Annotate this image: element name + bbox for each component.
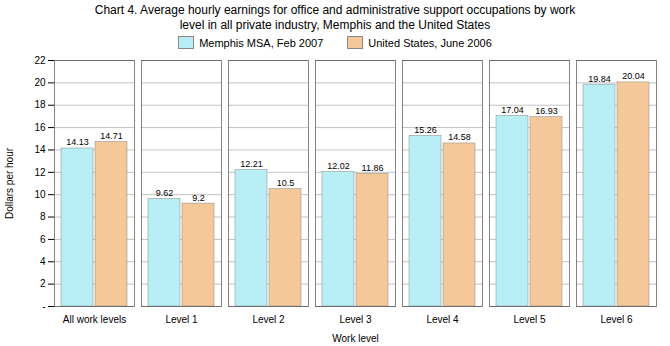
svg-text:Work level: Work level (332, 333, 379, 344)
html-text:Memphis MSA, Feb 2007: Memphis MSA, Feb 2007 (199, 36, 324, 49)
svg-text:9.2: 9.2 (192, 193, 205, 203)
svg-text:Level 6: Level 6 (600, 314, 633, 325)
svg-text:Level 5: Level 5 (513, 314, 546, 325)
svg-text:20.04: 20.04 (622, 71, 645, 81)
svg-text:14.71: 14.71 (100, 131, 123, 141)
svg-text:2: 2 (40, 278, 46, 289)
html-text:United States, June 2006: United States, June 2006 (368, 36, 492, 49)
svg-text:14.58: 14.58 (448, 132, 471, 142)
svg-text:8: 8 (40, 211, 46, 222)
svg-text:Level 1: Level 1 (165, 314, 198, 325)
svg-text:10: 10 (34, 189, 46, 200)
svg-text:12.02: 12.02 (327, 161, 350, 171)
svg-text:Level 4: Level 4 (426, 314, 459, 325)
svg-text:12.21: 12.21 (240, 159, 263, 169)
svg-text:16.93: 16.93 (535, 106, 558, 116)
svg-text:22: 22 (34, 55, 46, 66)
svg-text:Dollars per hour: Dollars per hour (4, 147, 15, 219)
svg-text:Level 2: Level 2 (252, 314, 285, 325)
svg-text:9.62: 9.62 (156, 188, 174, 198)
svg-text:-: - (42, 301, 45, 312)
svg-text:11.86: 11.86 (362, 163, 384, 173)
svg-text:15.26: 15.26 (414, 125, 437, 135)
svg-text:18: 18 (34, 99, 46, 110)
svg-text:17.04: 17.04 (501, 105, 524, 115)
svg-text:10.5: 10.5 (277, 178, 295, 188)
svg-text:20: 20 (34, 77, 46, 88)
html-text:Chart 4. Average hourly earnin: Chart 4. Average hourly earnings for off… (94, 3, 576, 32)
svg-text:14: 14 (34, 144, 46, 155)
svg-text:4: 4 (40, 256, 46, 267)
svg-text:6: 6 (40, 234, 46, 245)
svg-text:19.84: 19.84 (588, 74, 611, 84)
svg-text:Level 3: Level 3 (339, 314, 372, 325)
svg-text:All work levels: All work levels (63, 314, 126, 325)
svg-text:16: 16 (34, 122, 46, 133)
svg-text:12: 12 (34, 167, 46, 178)
svg-text:14.13: 14.13 (66, 137, 89, 147)
